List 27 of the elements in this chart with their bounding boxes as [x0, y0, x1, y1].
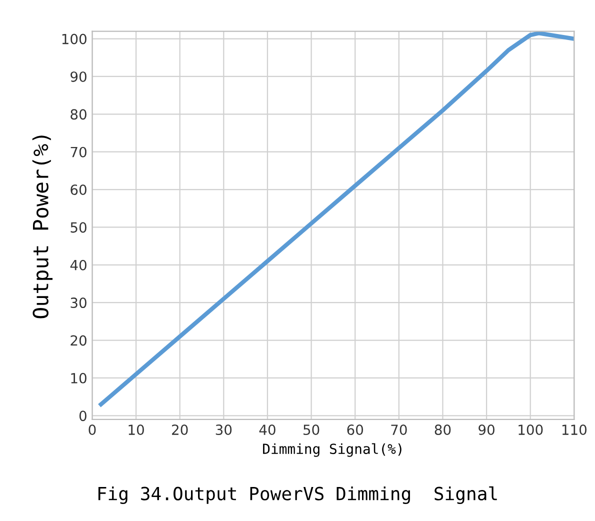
x-tick-label: 20	[172, 424, 188, 436]
y-tick-label: 0	[79, 410, 86, 422]
y-tick-label: 50	[70, 222, 86, 233]
x-axis-title: Dimming Signal(%)	[263, 443, 402, 457]
y-axis-title: Output Power(%)	[32, 136, 53, 318]
y-tick-label: 30	[70, 298, 86, 308]
y-tick-label: 10	[71, 372, 86, 384]
y-tick-label: 60	[70, 184, 86, 196]
x-tick-label: 30	[216, 424, 232, 436]
x-tick-label: 60	[347, 424, 364, 436]
caption: Fig 34.Output PowerVS Dimming Signal	[98, 486, 497, 504]
y-tick-label: 90	[70, 71, 86, 82]
y-tick-label: 80	[70, 109, 86, 120]
line-series	[98, 31, 574, 406]
x-tick-label: 100	[518, 424, 543, 436]
y-tick-label: 20	[70, 335, 86, 346]
x-tick-label: 90	[478, 424, 494, 436]
y-tick-label: 70	[70, 146, 86, 158]
y-tick-label: 100	[62, 34, 86, 44]
x-tick-label: 40	[259, 424, 276, 436]
y-tick-label: 40	[70, 260, 86, 270]
x-tick-label: 70	[391, 424, 407, 436]
x-tick-label: 10	[128, 424, 144, 436]
x-tick-label: 0	[88, 424, 96, 436]
x-tick-label: 80	[434, 424, 451, 436]
x-tick-label: 50	[304, 424, 320, 436]
x-tick-label: 110	[562, 424, 587, 436]
